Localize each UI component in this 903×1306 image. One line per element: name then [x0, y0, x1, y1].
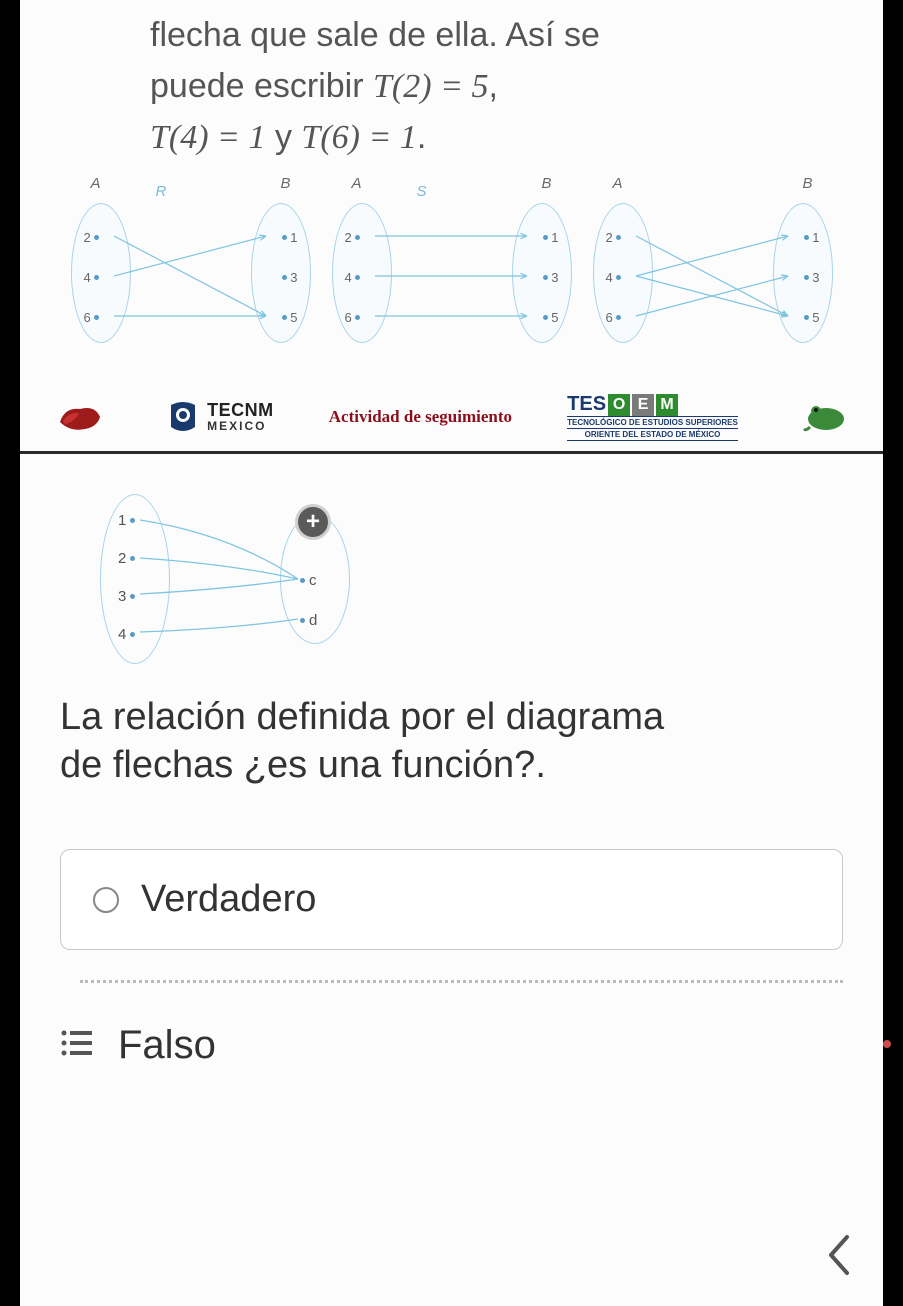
- actividad-label: Actividad de seguimiento: [329, 407, 512, 427]
- back-chevron-icon[interactable]: [825, 1233, 853, 1288]
- b-point-1: 1: [804, 230, 819, 245]
- relation-label: R: [156, 183, 167, 200]
- list-menu-icon[interactable]: [60, 1028, 94, 1064]
- b-point-3: 3: [543, 270, 558, 285]
- option-falso-row[interactable]: Falso: [20, 1013, 883, 1068]
- b-point-5: 5: [543, 310, 558, 325]
- option-verdadero[interactable]: Verdadero: [60, 849, 843, 950]
- intro-paragraph: flecha que sale de ella. Así se puede es…: [20, 0, 883, 183]
- tesoem-logo: TES O E M TECNOLÓGICO DE ESTUDIOS SUPERI…: [567, 393, 738, 441]
- domain-point-4: 4: [118, 626, 135, 643]
- falso-label: Falso: [118, 1023, 216, 1068]
- codomain-point-c: c: [300, 572, 317, 589]
- b-point-3: 3: [804, 270, 819, 285]
- set-b-ellipse: [773, 203, 833, 343]
- tesoem-sub1: TECNOLÓGICO DE ESTUDIOS SUPERIORES: [567, 416, 738, 429]
- oem-o: O: [608, 394, 630, 416]
- intro-math3: T(6) = 1: [301, 119, 417, 156]
- question-text: La relación definida por el diagrama de …: [20, 674, 883, 809]
- b-point-1: 1: [282, 230, 297, 245]
- intro-line2b: ,: [489, 67, 498, 105]
- a-point-4: 4: [84, 270, 99, 285]
- b-point-3: 3: [282, 270, 297, 285]
- oem-e: E: [632, 394, 654, 416]
- a-point-6: 6: [84, 310, 99, 325]
- b-point-5: 5: [804, 310, 819, 325]
- a-point-2: 2: [606, 230, 621, 245]
- set-a-ellipse: [71, 203, 131, 343]
- plus-icon: +: [306, 508, 320, 536]
- a-point-2: 2: [84, 230, 99, 245]
- question-line2: de flechas ¿es una función?.: [60, 744, 546, 786]
- tecnm-logo: TECNM MEXICO: [165, 397, 274, 437]
- red-bird-logo: [50, 395, 110, 440]
- domain-point-1: 1: [118, 512, 135, 529]
- intro-math1: T(2) = 5: [373, 68, 489, 105]
- mapping-diagram-1: ABS246135: [327, 193, 577, 353]
- set-b-label: B: [802, 175, 812, 192]
- codomain-point-d: d: [300, 612, 317, 629]
- green-frog-logo: [793, 395, 853, 440]
- tecnm-label: TECNM: [207, 401, 274, 419]
- add-point-button[interactable]: +: [295, 504, 331, 540]
- intro-line2a: puede escribir: [150, 67, 373, 105]
- set-a-label: A: [91, 175, 101, 192]
- set-a-label: A: [613, 175, 623, 192]
- question-line1: La relación definida por el diagrama: [60, 696, 664, 738]
- set-b-label: B: [541, 175, 551, 192]
- a-point-4: 4: [345, 270, 360, 285]
- tes-label: TES: [567, 393, 606, 416]
- mexico-label: MEXICO: [207, 419, 274, 433]
- scroll-indicator: [883, 1040, 891, 1048]
- verdadero-label: Verdadero: [141, 878, 316, 921]
- intro-end: .: [417, 118, 426, 156]
- institution-footer: TECNM MEXICO Actividad de seguimiento TE…: [20, 383, 883, 454]
- set-b-ellipse: [512, 203, 572, 343]
- b-point-5: 5: [282, 310, 297, 325]
- mapping-diagram-0: ABR246135: [66, 193, 316, 353]
- set-a-ellipse: [332, 203, 392, 343]
- intro-math2: T(4) = 1: [150, 119, 266, 156]
- a-point-6: 6: [345, 310, 360, 325]
- a-point-6: 6: [606, 310, 621, 325]
- question-arrow-diagram: 1 2 3 4 c d +: [20, 454, 883, 674]
- a-point-4: 4: [606, 270, 621, 285]
- mapping-diagrams-row: ABR246135ABS246135AB246135: [20, 183, 883, 383]
- set-a-ellipse: [593, 203, 653, 343]
- set-a-label: A: [352, 175, 362, 192]
- dotted-separator: [80, 980, 843, 983]
- oem-m: M: [656, 394, 678, 416]
- a-point-2: 2: [345, 230, 360, 245]
- tesoem-sub2: ORIENTE DEL ESTADO DE MÉXICO: [567, 429, 738, 441]
- b-point-1: 1: [543, 230, 558, 245]
- set-b-label: B: [280, 175, 290, 192]
- domain-point-3: 3: [118, 588, 135, 605]
- mapping-diagram-2: AB246135: [588, 193, 838, 353]
- domain-point-2: 2: [118, 550, 135, 567]
- intro-mid: y: [266, 118, 302, 156]
- relation-label: S: [417, 183, 427, 200]
- intro-line1: flecha que sale de ella. Así se: [150, 16, 600, 54]
- set-b-ellipse: [251, 203, 311, 343]
- radio-icon: [93, 887, 119, 913]
